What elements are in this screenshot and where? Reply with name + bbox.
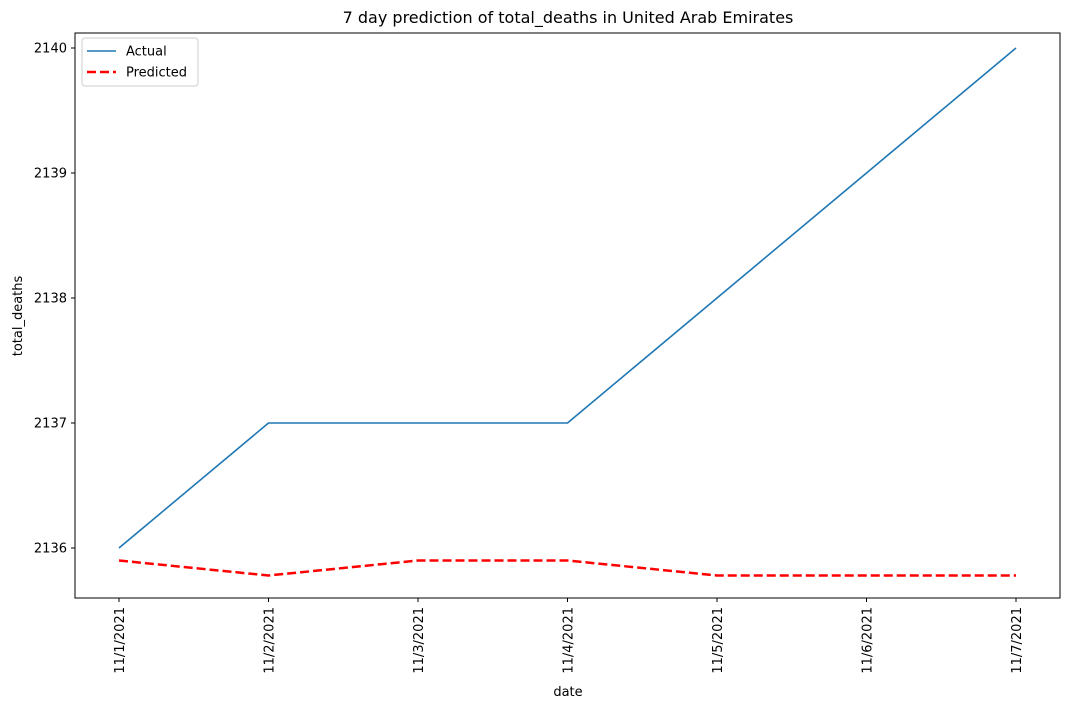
x-tick-label: 11/3/2021 bbox=[412, 607, 427, 674]
x-tick-label: 11/5/2021 bbox=[711, 607, 726, 674]
legend-label-actual: Actual bbox=[126, 45, 167, 60]
legend-box bbox=[81, 37, 199, 87]
x-tick-label: 11/6/2021 bbox=[861, 607, 876, 674]
y-tick-label: 2139 bbox=[34, 167, 67, 182]
y-tick-label: 2137 bbox=[34, 417, 67, 432]
y-tick-label: 2140 bbox=[34, 42, 67, 57]
x-tick-label: 11/4/2021 bbox=[562, 607, 577, 674]
legend: Actual Predicted bbox=[81, 37, 199, 87]
x-tick-label: 11/7/2021 bbox=[1010, 607, 1025, 674]
y-tick-label: 2138 bbox=[34, 292, 67, 307]
y-axis-ticks: 2136 2137 2138 2139 2140 bbox=[34, 42, 75, 557]
x-axis-ticks: 11/1/2021 11/2/2021 11/3/2021 11/4/2021 11/5… bbox=[113, 598, 1025, 674]
y-axis-label: total_deaths bbox=[11, 276, 26, 357]
x-axis-label: date bbox=[553, 685, 582, 700]
x-tick-label: 11/2/2021 bbox=[263, 607, 278, 674]
x-tick-label: 11/1/2021 bbox=[113, 607, 128, 674]
chart-title: 7 day prediction of total_deaths in Unit… bbox=[343, 8, 794, 28]
y-tick-label: 2136 bbox=[34, 542, 67, 557]
plot-area bbox=[118, 47, 1017, 577]
legend-label-predicted: Predicted bbox=[126, 66, 187, 81]
